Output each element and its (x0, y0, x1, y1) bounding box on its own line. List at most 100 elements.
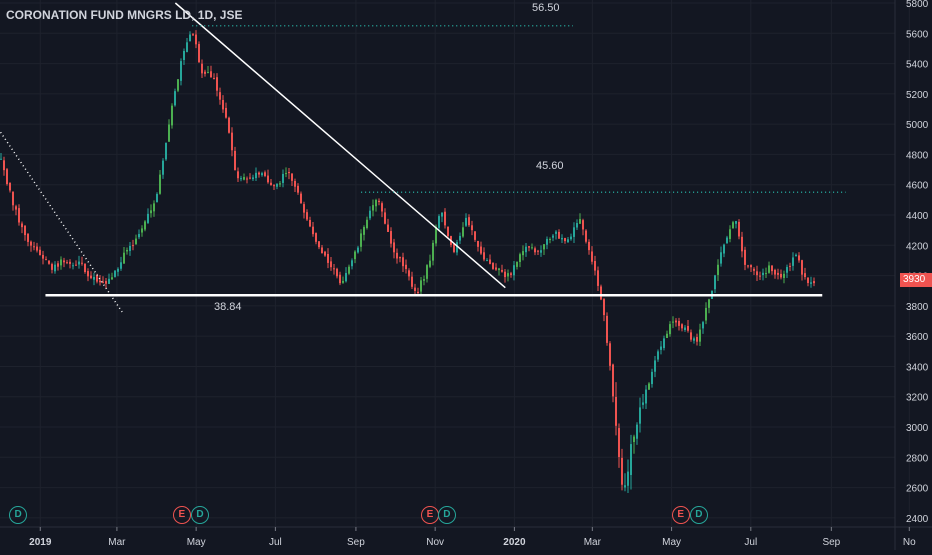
dividend-badge[interactable]: D (191, 506, 210, 524)
candle-down (675, 320, 677, 323)
candle-down (777, 272, 779, 275)
candle-up (708, 299, 710, 308)
candle-up (438, 216, 440, 228)
candle-up (147, 213, 149, 223)
candle-down (303, 204, 305, 213)
price-tick-label: 3000 (906, 423, 929, 434)
candle-up (171, 105, 173, 126)
candle-up (441, 212, 443, 217)
candle-up (555, 231, 557, 234)
price-tick-label: 5000 (906, 120, 929, 131)
candle-down (45, 259, 47, 261)
dividend-badge[interactable]: D (437, 506, 456, 524)
candle-down (258, 172, 260, 175)
candle-up (276, 183, 278, 187)
candle-down (411, 276, 413, 287)
candle-down (66, 262, 68, 264)
candle-down (687, 325, 689, 331)
candle-up (345, 272, 347, 282)
candle-up (432, 242, 434, 261)
time-tick-label: No (903, 537, 916, 548)
candle-up (627, 471, 629, 486)
candle-up (183, 50, 185, 60)
earnings-badge[interactable]: E (420, 506, 439, 524)
candle-up (348, 266, 350, 274)
candle-down (222, 99, 224, 110)
dividend-badge[interactable]: D (9, 506, 28, 524)
candle-down (468, 217, 470, 226)
candle-down (201, 63, 203, 74)
candle-up (240, 178, 242, 180)
candle-up (726, 237, 728, 244)
candle-up (666, 333, 668, 339)
earnings-badge[interactable]: E (172, 506, 191, 524)
candle-up (111, 277, 113, 280)
candle-down (27, 233, 29, 242)
candle-up (498, 268, 500, 271)
candle-down (21, 223, 23, 228)
annotation-support-label: 38.84 (214, 301, 242, 313)
candle-up (78, 261, 80, 265)
candle-up (699, 329, 701, 342)
time-tick-label: May (662, 537, 681, 548)
candle-up (630, 444, 632, 475)
price-tick-label: 3800 (906, 302, 929, 313)
time-axis[interactable]: 2019 Mar May Jul Sep Nov 2020 Mar May Jul Sep No (29, 527, 916, 548)
candle-up (642, 402, 644, 405)
candle-up (654, 360, 656, 372)
candle-down (771, 265, 773, 272)
candle-up (633, 436, 635, 443)
candle-down (18, 208, 20, 223)
price-tick-label: 4800 (906, 150, 929, 161)
candle-down (30, 241, 32, 246)
candle-up (177, 79, 179, 91)
candle-down (609, 343, 611, 366)
candle-down (471, 225, 473, 231)
candle-up (525, 246, 527, 253)
trend-line[interactable] (174, 2, 506, 289)
time-tick-label: 2019 (29, 537, 52, 548)
dotted-trend-line[interactable] (0, 126, 123, 313)
candle-down (390, 231, 392, 244)
time-tick-label: May (187, 537, 206, 548)
candle-down (51, 264, 53, 270)
price-tick-label: 2600 (906, 484, 929, 495)
candle-down (306, 212, 308, 220)
candle-up (663, 338, 665, 349)
candle-up (357, 247, 359, 253)
candle-down (339, 274, 341, 284)
candle-down (453, 243, 455, 252)
candle-down (447, 226, 449, 237)
candle-up (783, 273, 785, 278)
candle-down (192, 34, 194, 36)
candle-up (186, 42, 188, 52)
candle-down (444, 211, 446, 226)
price-tick-label: 4200 (906, 241, 929, 252)
candle-up (144, 221, 146, 230)
candle-up (732, 222, 734, 229)
candle-up (486, 260, 488, 262)
candle-up (549, 239, 551, 241)
price-tick-label: 2800 (906, 453, 929, 464)
candle-up (519, 254, 521, 262)
earnings-badge[interactable]: E (671, 506, 690, 524)
dividend-badge[interactable]: D (689, 506, 708, 524)
price-tick-label: 5400 (906, 60, 929, 71)
annotation-top-label: 56.50 (532, 2, 560, 14)
candle-up (579, 219, 581, 224)
candle-up (423, 279, 425, 281)
candle-up (243, 177, 245, 180)
candle-up (420, 280, 422, 292)
candle-down (57, 263, 59, 267)
time-tick-label: Sep (822, 537, 840, 548)
candle-up (561, 237, 563, 240)
candle-up (669, 324, 671, 335)
candle-up (552, 235, 554, 238)
candle-down (63, 260, 65, 263)
candle-up (375, 199, 377, 207)
candle-down (90, 275, 92, 279)
candle-down (318, 241, 320, 248)
candle-down (618, 428, 620, 457)
